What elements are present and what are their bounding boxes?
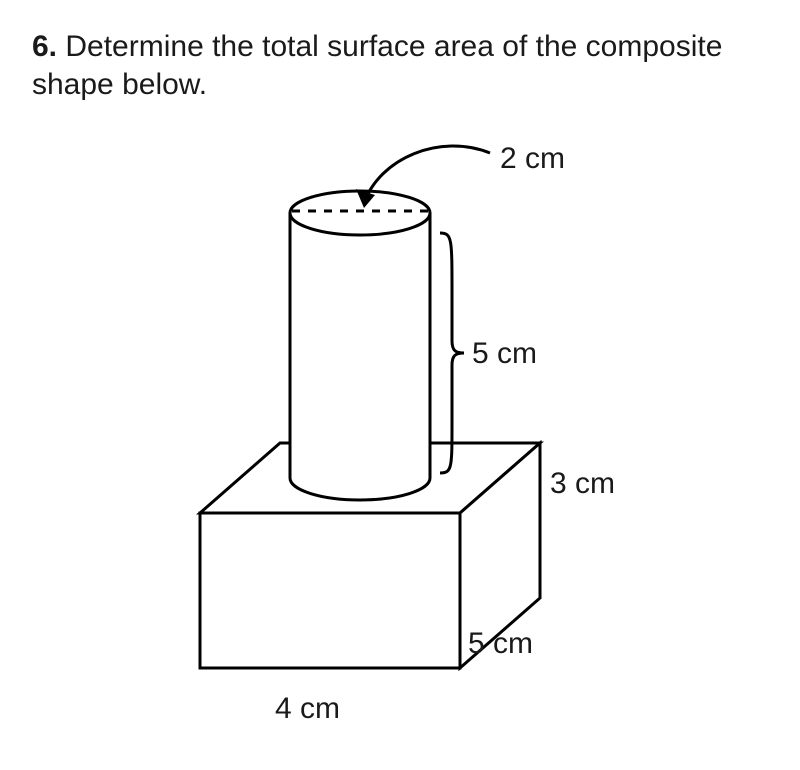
label-cylinder-diameter: 2 cm [500,142,565,175]
label-cylinder-height: 5 cm [472,337,537,370]
question-number: 6. [32,30,57,63]
label-prism-side: 5 cm [468,627,533,660]
composite-shape-figure: 2 cm 5 cm 3 cm 5 cm 4 cm [120,123,680,733]
label-prism-depth: 3 cm [550,467,615,500]
label-prism-width: 4 cm [275,692,340,725]
prism-front-face [200,513,460,668]
page-root: 6. Determine the total surface area of t… [0,0,800,761]
cylinder-height-brace [440,233,464,473]
cylinder-body-fill [290,213,430,478]
question-text-block: 6. Determine the total surface area of t… [32,28,768,103]
question-text: Determine the total surface area of the … [32,30,722,101]
